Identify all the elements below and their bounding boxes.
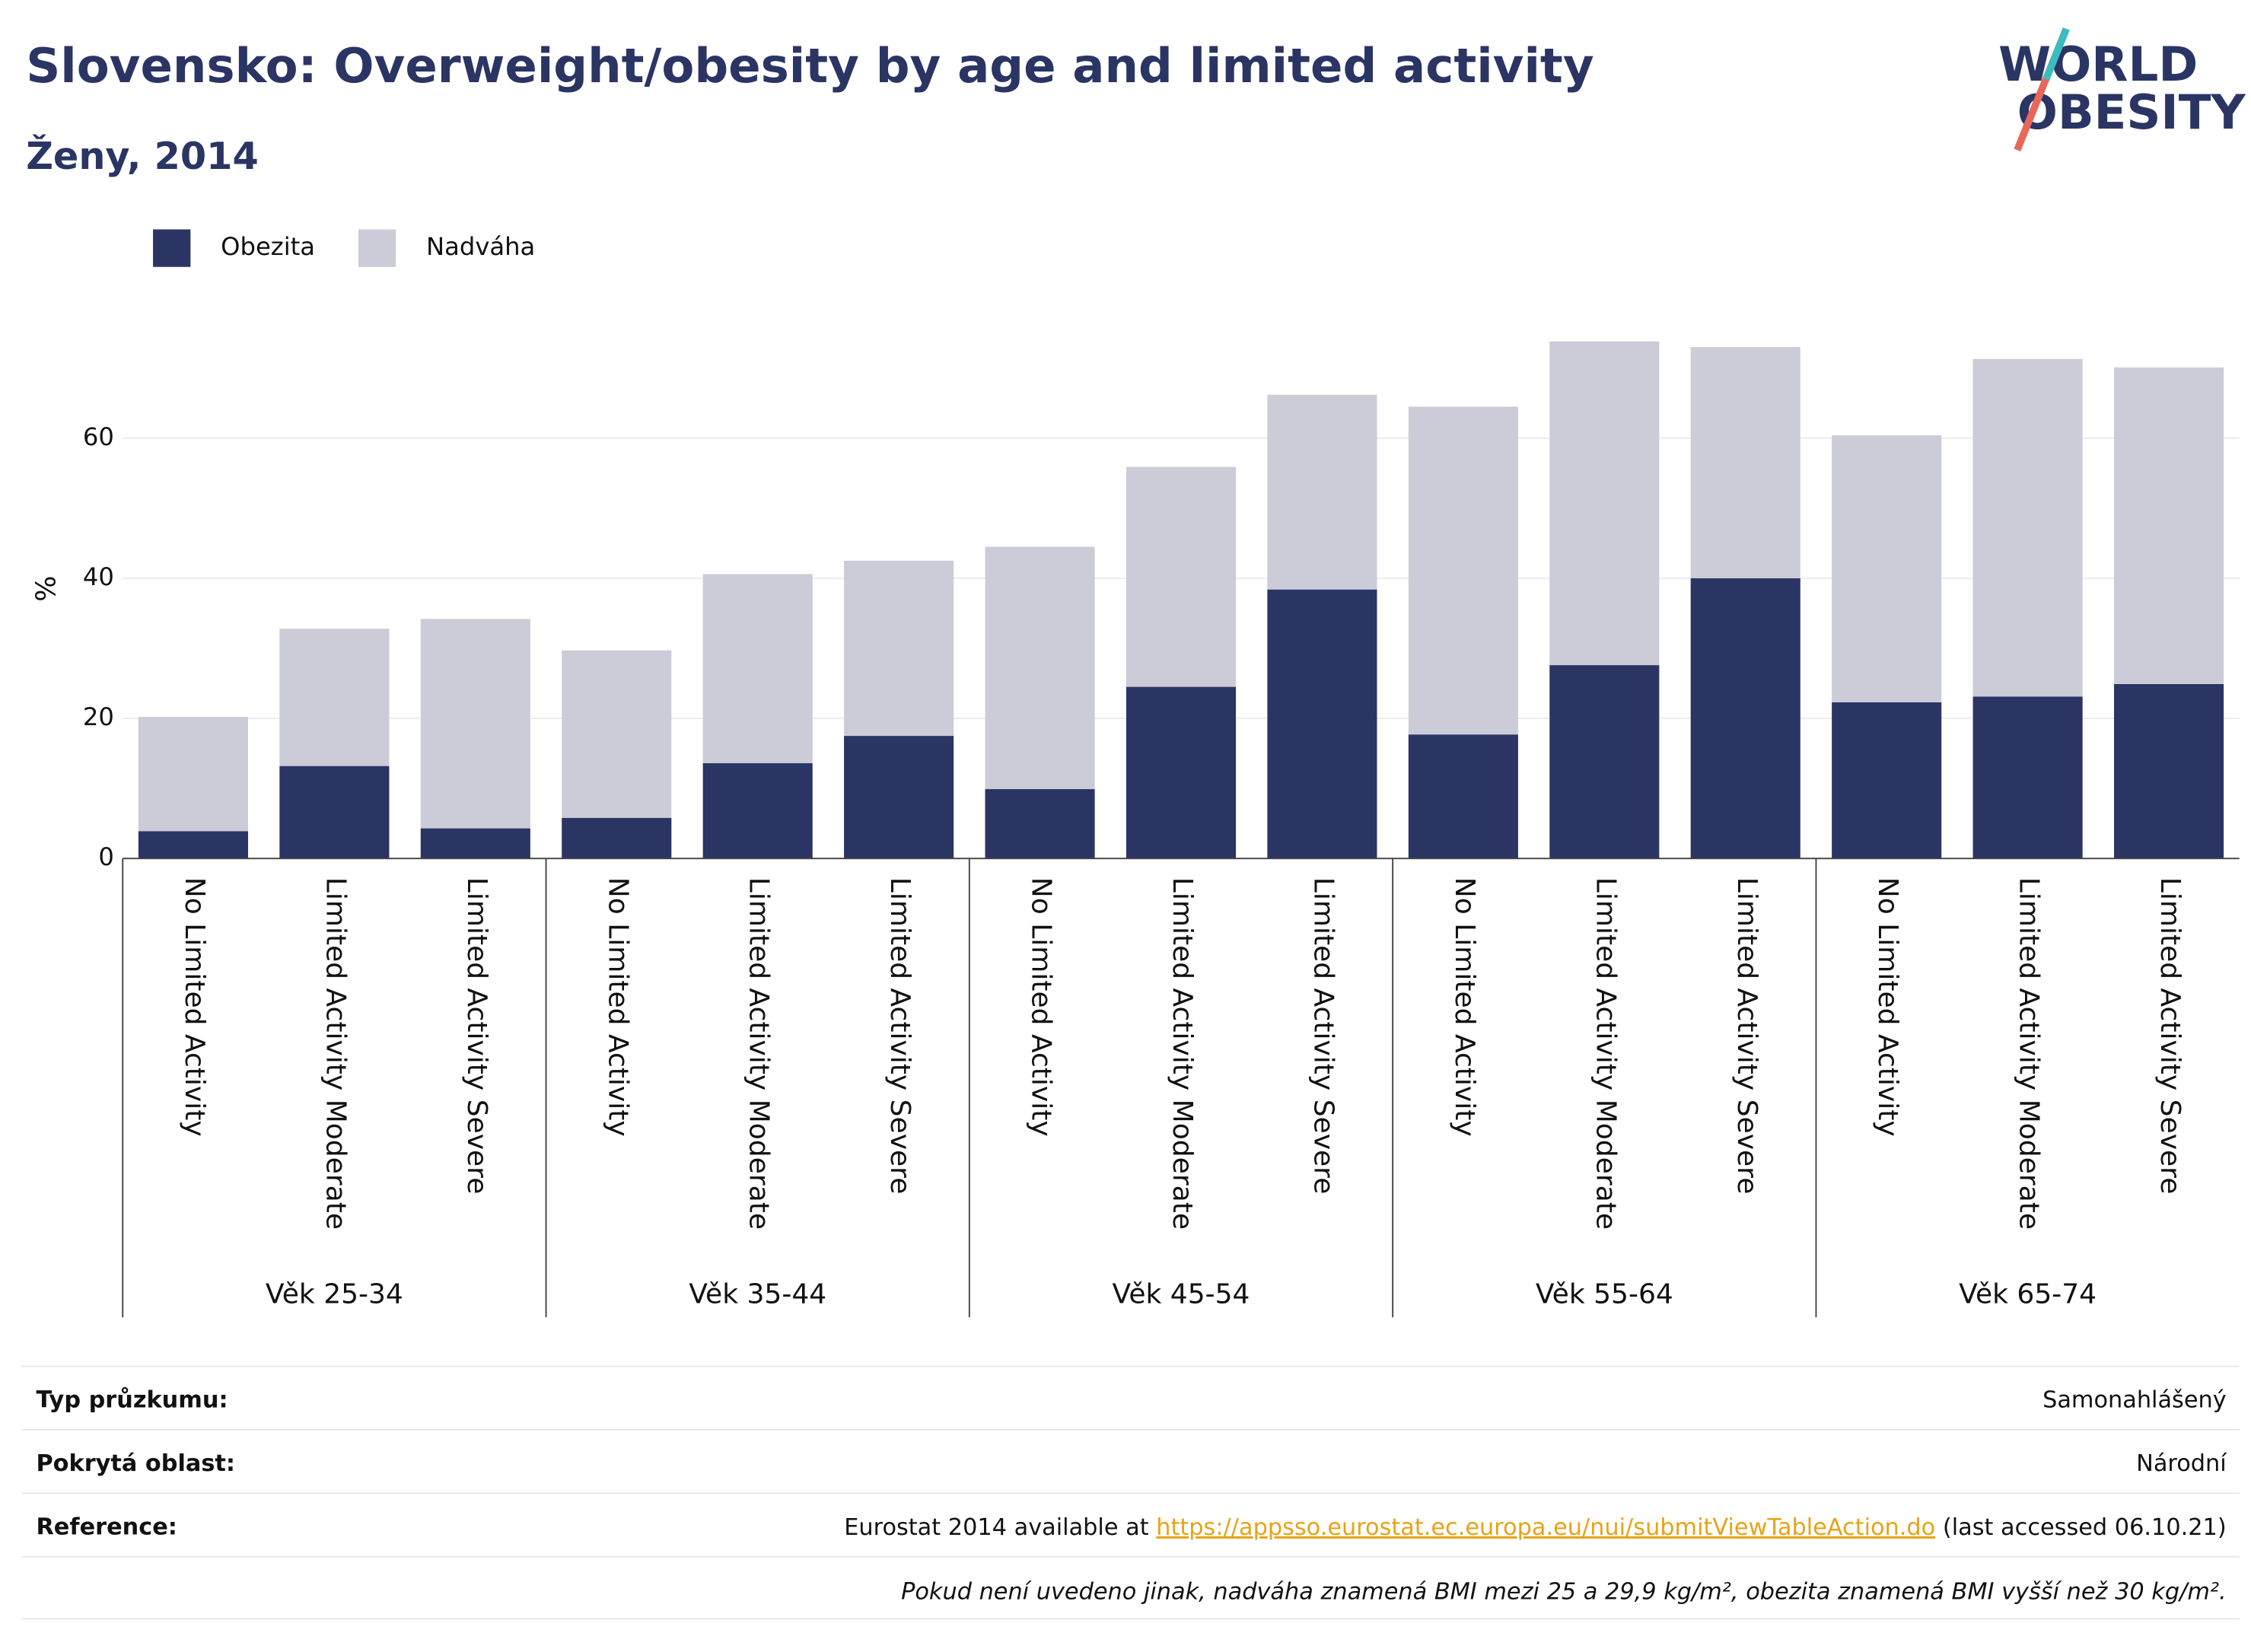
row-value: Samonahlášený	[2042, 1387, 2227, 1414]
bar-segment	[702, 574, 813, 763]
bar-segment	[562, 817, 672, 859]
y-tick-label: 0	[98, 842, 114, 871]
bar-segment	[1126, 466, 1237, 687]
bar-segment	[279, 766, 390, 859]
row-label: Typ průzkumu:	[36, 1386, 228, 1414]
reference: Eurostat 2014 available at https://appss…	[844, 1514, 2226, 1540]
bar-segment	[1972, 358, 2083, 697]
bar-segment	[562, 650, 672, 818]
x-tick-label: Limited Activity Moderate	[320, 877, 351, 1230]
bar-segment	[1126, 686, 1237, 859]
x-tick-label: Limited Activity Moderate	[1167, 877, 1198, 1230]
x-tick-label: Limited Activity Moderate	[743, 877, 775, 1230]
note: Pokud není uvedeno jinak, nadváha znamen…	[901, 1579, 2227, 1606]
legend-label: Nadváha	[426, 232, 535, 261]
x-tick-label: No Limited Activity	[602, 877, 633, 1137]
x-tick-label: Limited Activity Moderate	[1590, 877, 1621, 1230]
x-tick-label: Limited Activity Moderate	[2014, 877, 2045, 1230]
logo-line1: WORLD	[1998, 37, 2198, 92]
bar-segment	[1972, 696, 2083, 859]
bar-segment	[138, 831, 248, 859]
bar-segment	[2113, 683, 2224, 859]
bar-segment	[138, 717, 248, 832]
reference-text: (last accessed 06.10.21)	[1935, 1514, 2226, 1540]
x-tick-label: Limited Activity Severe	[1307, 877, 1339, 1195]
y-tick-label: 60	[83, 422, 114, 451]
x-tick-label: No Limited Activity	[1026, 877, 1057, 1137]
bar-segment	[985, 789, 1095, 859]
group-label: Věk 35-44	[689, 1279, 826, 1310]
legend-swatch	[153, 229, 191, 267]
row-value: Národní	[2136, 1450, 2227, 1477]
bar-segment	[279, 629, 390, 766]
bar-segment	[702, 762, 813, 859]
x-tick-label: No Limited Activity	[179, 877, 210, 1137]
y-tick-label: 40	[83, 562, 114, 591]
bar-segment	[985, 546, 1095, 790]
bar-segment	[420, 619, 530, 829]
bar-segment	[1267, 589, 1377, 859]
group-label: Věk 45-54	[1113, 1279, 1250, 1310]
bar-segment	[1549, 341, 1660, 666]
footer-lines	[21, 1365, 2240, 1620]
group-label: Věk 25-34	[266, 1279, 403, 1310]
logo-line2: OBESITY	[2017, 84, 2246, 140]
bar-segment	[1690, 347, 1800, 578]
x-tick-label: Limited Activity Severe	[2154, 877, 2186, 1195]
bar-segment	[1267, 394, 1377, 590]
bar-segment	[1408, 734, 1518, 859]
x-tick-label: No Limited Activity	[1449, 877, 1480, 1137]
bar-segment	[420, 828, 530, 859]
bar-segment	[844, 736, 954, 859]
row-label: Reference:	[36, 1514, 177, 1540]
reference-link[interactable]: https://appsso.eurostat.ec.europa.eu/nui…	[1156, 1514, 1935, 1540]
y-axis-label: %	[31, 575, 62, 601]
x-tick-label: Limited Activity Severe	[1731, 877, 1762, 1195]
x-tick-label: Limited Activity Severe	[884, 877, 915, 1195]
y-tick-label: 20	[83, 702, 114, 731]
x-tick-label: Limited Activity Severe	[461, 877, 492, 1195]
x-tick-label: No Limited Activity	[1872, 877, 1903, 1137]
reference-text: Eurostat 2014 available at	[844, 1514, 1156, 1540]
bar-segment	[1832, 702, 1942, 859]
group-label: Věk 65-74	[1959, 1279, 2097, 1310]
bar-segment	[1408, 406, 1518, 735]
row-label: Pokrytá oblast:	[36, 1450, 235, 1477]
legend-label: Obezita	[221, 232, 315, 261]
bar-segment	[844, 560, 954, 737]
bar-segment	[2113, 367, 2224, 684]
chart-title: Slovensko: Overweight/obesity by age and…	[26, 38, 1594, 94]
bar-segment	[1549, 665, 1660, 859]
group-label: Věk 55-64	[1536, 1279, 1673, 1310]
logo-slash-top	[2042, 27, 2070, 81]
chart-subtitle: Ženy, 2014	[26, 133, 259, 178]
bar-segment	[1690, 578, 1800, 859]
bar-segment	[1832, 435, 1942, 702]
legend-swatch	[358, 229, 396, 267]
